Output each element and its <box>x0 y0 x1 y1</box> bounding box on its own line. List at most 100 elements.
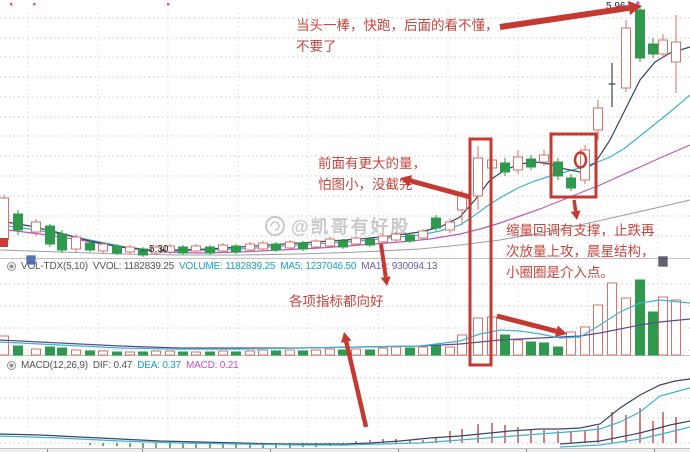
macd-histogram-bar <box>249 443 251 449</box>
volume-bar <box>580 326 590 356</box>
volume-bar <box>365 349 375 356</box>
candle <box>445 221 455 231</box>
candle <box>31 221 41 233</box>
candle <box>566 177 576 189</box>
candle <box>405 234 415 242</box>
candle <box>500 162 510 173</box>
axis-tick <box>270 449 271 452</box>
volume-bar <box>648 311 658 356</box>
candle <box>539 154 549 163</box>
volume-bar <box>231 351 241 356</box>
left-axis-tag <box>0 238 8 247</box>
candle <box>351 237 361 245</box>
macd-histogram-bar <box>611 412 613 443</box>
volume-bar <box>513 339 523 356</box>
watermark-badge-left <box>26 255 36 265</box>
header-field: DIF: 0.47 <box>92 360 133 371</box>
header-field: DEA: 0.37 <box>137 360 181 371</box>
candle <box>365 238 375 246</box>
macd-histogram-bar <box>435 438 437 443</box>
candle <box>0 197 9 241</box>
macd-histogram-bar <box>584 430 586 443</box>
candle <box>245 243 255 251</box>
volume-bar <box>271 350 281 356</box>
annotation-top-line2: 不要了 <box>296 39 337 54</box>
volume-bar <box>151 350 161 356</box>
candle <box>112 245 122 254</box>
indicator-settings-icon[interactable] <box>7 262 16 271</box>
time-axis[interactable] <box>0 448 690 452</box>
macd-histogram-bar <box>409 440 411 443</box>
candle <box>671 41 681 63</box>
volume-bar <box>405 347 415 356</box>
header-field: MA10: 930094.13 <box>361 261 438 272</box>
indicator-settings-icon[interactable] <box>7 361 16 370</box>
macd-histogram-bar <box>422 440 424 443</box>
candle <box>648 43 658 55</box>
macd-histogram-bar <box>222 443 224 449</box>
macd-histogram-bar <box>89 443 91 445</box>
macd-dif-line <box>0 378 690 445</box>
volume-bar <box>311 349 321 356</box>
header-field: MACD(12,26,9) <box>21 360 88 371</box>
volume-bar <box>13 345 23 356</box>
macd-histogram-bar <box>557 431 559 443</box>
candle <box>635 9 645 59</box>
volume-bar <box>338 349 348 356</box>
volume-bar <box>473 317 483 356</box>
volume-bar <box>45 346 55 356</box>
macd-layer <box>0 378 690 450</box>
candle <box>298 242 308 250</box>
macd-histogram-bar <box>625 415 627 443</box>
annotation-indicators: 各项指标都向好 <box>289 294 384 309</box>
candle <box>487 159 497 169</box>
volume-bar <box>325 348 335 356</box>
volume-bar <box>607 282 617 356</box>
macd-histogram-bar <box>195 443 197 450</box>
volume-bar <box>539 342 549 356</box>
candle <box>165 245 175 253</box>
volume-bar <box>671 299 681 356</box>
macd-histogram-bar <box>155 443 157 448</box>
candle <box>258 242 268 250</box>
candle <box>391 233 401 241</box>
macd-dif-line-2 <box>559 420 690 445</box>
volume-bar <box>553 346 563 356</box>
volume-bar <box>487 316 497 356</box>
annotation-top-line1: 当头一棒，快跑，后面的看不懂， <box>296 18 499 33</box>
price-high-label: 5.96 <box>606 1 626 12</box>
macd-pane-header: MACD(12,26,9) DIF: 0.47 DEA: 0.37 MACD: 0.2… <box>7 360 243 371</box>
annotation-right-line1: 缩量回调有支撑，止跌再 <box>506 223 655 238</box>
volume-bar <box>205 351 215 356</box>
candle <box>13 213 23 231</box>
annotation-right: 缩量回调有支撑，止跌再 次放量上攻，晨星结构， 小圈圈是介入点。 <box>506 220 655 283</box>
volume-bar <box>566 331 576 356</box>
volume-bar <box>526 341 536 356</box>
volume-bar <box>98 350 108 356</box>
macd-histogram-bar <box>369 440 371 443</box>
candle <box>218 244 228 252</box>
watermark: @凯哥有好股 <box>263 213 411 239</box>
macd-histogram-bar <box>116 443 118 446</box>
candle <box>125 246 135 253</box>
volume-bar <box>445 346 455 356</box>
volume-ma10-line <box>0 318 690 349</box>
annotation-mid-line1: 前面有更大的量， <box>318 156 426 171</box>
volume-bar <box>285 349 295 356</box>
macd-histogram-bar <box>639 408 641 443</box>
header-field: MACD: 0.21 <box>185 360 239 371</box>
candle <box>191 245 201 252</box>
price-low-label: ←5.30 <box>139 244 169 255</box>
candle <box>57 233 67 251</box>
candle <box>311 240 321 248</box>
annotation-right-line3: 小圈圈是介入点。 <box>506 265 614 280</box>
candle <box>138 248 148 256</box>
candle <box>178 246 188 254</box>
candle <box>98 243 108 252</box>
candle <box>473 157 483 197</box>
candle <box>271 243 281 251</box>
axis-tick <box>654 449 655 452</box>
volume-bar <box>593 304 603 356</box>
macd-histogram-bar <box>477 424 479 443</box>
volume-bar <box>431 344 441 356</box>
